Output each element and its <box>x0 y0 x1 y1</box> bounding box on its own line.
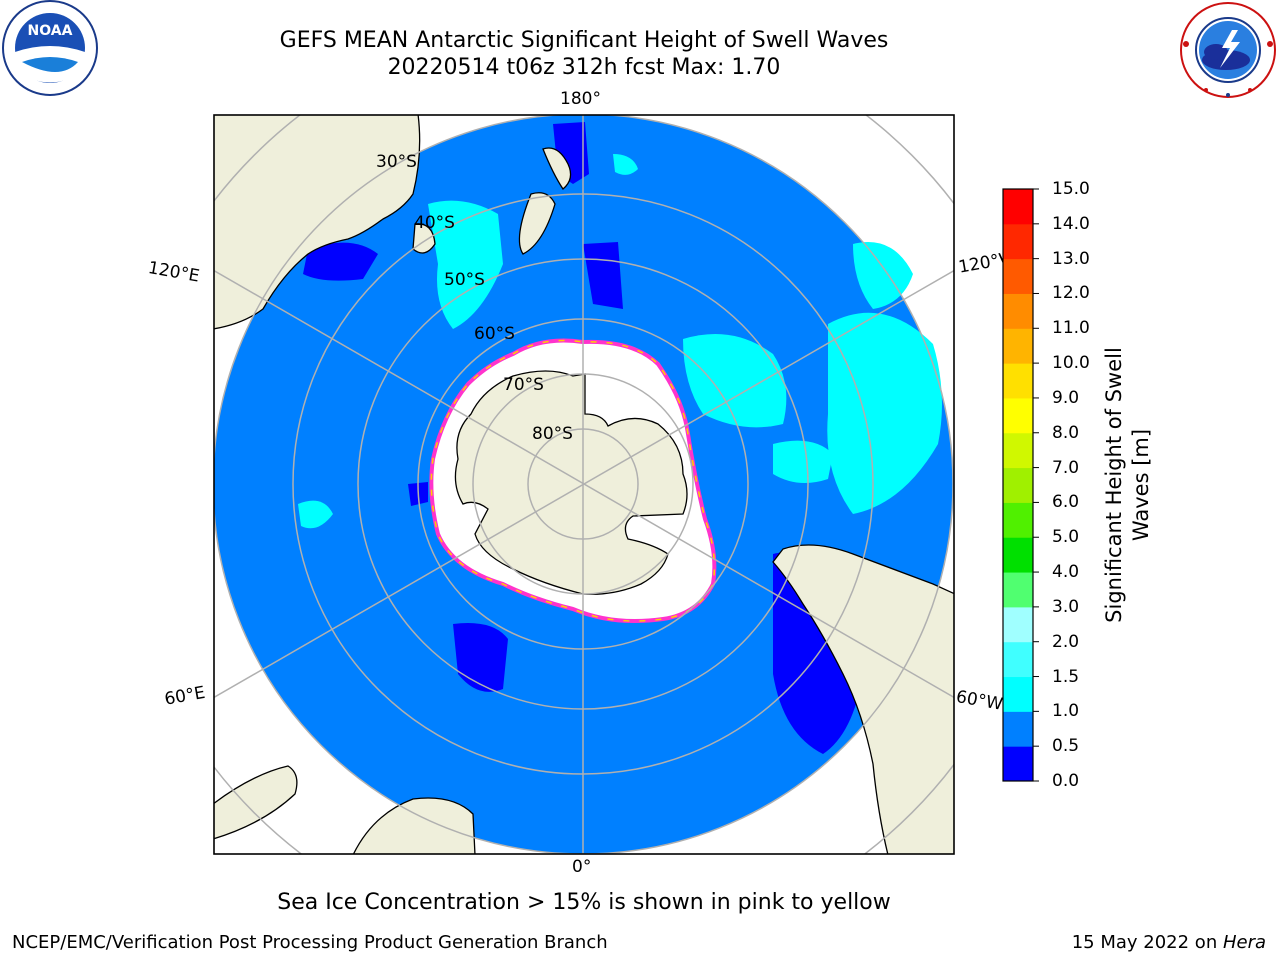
antarctica-landmass <box>454 370 688 595</box>
moderate-swell-areas <box>298 154 942 529</box>
colorbar-swatch <box>1003 293 1033 329</box>
lat-label-60s: 60°S <box>474 324 515 344</box>
footer-credit: NCEP/EMC/Verification Post Processing Pr… <box>12 932 608 953</box>
south-america-landmass <box>772 544 954 854</box>
colorbar-swatch <box>1003 641 1033 678</box>
colorbar-tick-label: 2.0 <box>1052 631 1080 652</box>
colorbar-swatch <box>1003 606 1033 643</box>
lon-label-60w: 60°W <box>954 687 1005 715</box>
footer-host: Hera <box>1222 932 1266 953</box>
colorbar-swatch <box>1003 432 1033 469</box>
lon-label-0: 0° <box>572 857 592 877</box>
nws-logo <box>1180 2 1276 98</box>
colorbar-label-line2: Waves [m] <box>1129 428 1153 542</box>
lat-label-70s: 70°S <box>503 375 544 395</box>
noaa-logo-text: NOAA <box>28 23 73 39</box>
polar-map <box>213 114 955 855</box>
colorbar-tick-label: 14.0 <box>1052 213 1090 234</box>
colorbar-tick-label: 10.0 <box>1052 353 1090 374</box>
colorbar-tick-label: 1.5 <box>1052 666 1080 687</box>
new-zealand-landmass <box>518 147 572 255</box>
colorbar-tick-label: 15.0 <box>1052 179 1090 199</box>
colorbar-tick-label: 13.0 <box>1052 248 1090 269</box>
colorbar-swatch <box>1003 746 1033 782</box>
colorbar-tick-label: 1.0 <box>1052 701 1080 722</box>
footer-date-text: 15 May 2022 on <box>1071 932 1223 953</box>
colorbar-tick-label: 11.0 <box>1052 318 1090 339</box>
madagascar-landmass <box>214 765 298 840</box>
colorbar-swatch <box>1003 467 1033 503</box>
australia-landmass <box>214 115 421 330</box>
colorbar-label-line1: Significant Height of Swell <box>1102 347 1126 623</box>
colorbar-label: Significant Height of Swell Waves [m] <box>1101 325 1157 645</box>
longitude-graticule <box>214 115 954 854</box>
colorbar-tick-label: 6.0 <box>1052 492 1080 513</box>
lon-label-180: 180° <box>560 89 601 109</box>
colorbar-frame <box>1002 188 1034 782</box>
colorbar-swatch <box>1003 223 1033 260</box>
colorbar-swatch <box>1003 502 1033 538</box>
lat-label-80s: 80°S <box>532 424 573 444</box>
lat-label-40s: 40°S <box>414 213 455 233</box>
sea-ice-note: Sea Ice Concentration > 15% is shown in … <box>277 890 891 915</box>
lon-label-60e: 60°E <box>163 682 207 710</box>
colorbar <box>1002 188 1039 782</box>
africa-landmass <box>352 797 476 854</box>
colorbar-swatch <box>1003 676 1033 712</box>
colorbar-tick-label: 8.0 <box>1052 422 1080 443</box>
map-title: GEFS MEAN Antarctic Significant Height o… <box>279 28 889 53</box>
colorbar-swatch <box>1003 537 1033 573</box>
lat-label-30s: 30°S <box>376 152 417 172</box>
colorbar-tick-label: 12.0 <box>1052 283 1090 304</box>
footer-date: 15 May 2022 on Hera <box>1072 932 1266 953</box>
colorbar-tick-label: 5.0 <box>1052 527 1080 548</box>
colorbar-swatch <box>1003 711 1033 747</box>
noaa-logo: NOAA <box>2 0 98 96</box>
colorbar-tick-label: 0.0 <box>1052 771 1080 791</box>
colorbar-swatch <box>1003 258 1033 294</box>
lat-label-50s: 50°S <box>444 270 485 290</box>
colorbar-tick-label: 4.0 <box>1052 562 1080 583</box>
colorbar-tick-label: 7.0 <box>1052 457 1080 478</box>
lon-label-120e: 120°E <box>146 258 201 287</box>
colorbar-swatch <box>1003 189 1033 225</box>
colorbar-swatch <box>1003 328 1033 364</box>
map-subtitle: 20220514 t06z 312h fcst Max: 1.70 <box>387 55 781 80</box>
colorbar-tick-label: 0.5 <box>1052 736 1080 757</box>
colorbar-tick-label: 3.0 <box>1052 596 1080 617</box>
colorbar-swatch <box>1003 363 1033 399</box>
colorbar-tick-label: 9.0 <box>1052 387 1080 408</box>
colorbar-swatch <box>1003 572 1033 608</box>
colorbar-swatch <box>1003 397 1033 434</box>
